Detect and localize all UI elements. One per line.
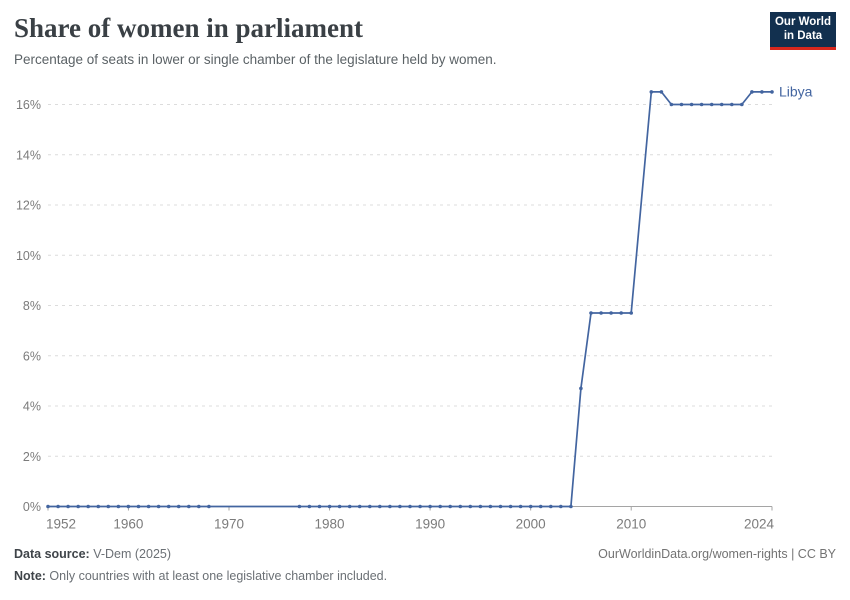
data-point[interactable] [458, 504, 463, 509]
x-axis-tick-label: 2024 [744, 517, 775, 532]
data-point[interactable] [609, 311, 613, 315]
data-point[interactable] [408, 504, 412, 509]
y-axis-tick-label: 2% [23, 450, 41, 464]
data-source-label: Data source: [14, 547, 90, 561]
attribution-link[interactable]: OurWorldinData.org/women-rights | CC BY [598, 547, 836, 561]
data-point[interactable] [156, 504, 161, 509]
data-point[interactable] [126, 504, 131, 509]
data-point[interactable] [317, 504, 322, 509]
note-label: Note: [14, 569, 46, 583]
x-axis-tick-label: 1980 [315, 517, 345, 532]
owid-logo-line1: Our World [774, 16, 831, 28]
data-point[interactable] [166, 504, 171, 509]
data-point[interactable] [760, 90, 764, 94]
note-value: Only countries with at least one legisla… [45, 569, 388, 583]
page-title: Share of women in parliament [14, 13, 363, 43]
data-source-line: Data source: V-Dem (2025) [14, 547, 387, 561]
data-point[interactable] [740, 102, 744, 107]
y-axis-tick-label: 0% [23, 500, 41, 514]
chart-footer: Data source: V-Dem (2025) Note: Only cou… [14, 547, 387, 591]
x-axis-tick-label: 1952 [46, 517, 76, 532]
data-point[interactable] [579, 386, 583, 391]
data-point[interactable] [86, 504, 90, 509]
data-point[interactable] [46, 504, 50, 509]
data-point[interactable] [669, 102, 674, 107]
data-point[interactable] [508, 504, 513, 509]
data-point[interactable] [689, 102, 694, 107]
x-axis-tick-label: 1970 [214, 517, 244, 532]
owid-logo-line2: in Data [783, 29, 823, 42]
note-line: Note: Only countries with at least one l… [14, 569, 387, 583]
x-axis-tick-label: 1960 [113, 517, 143, 532]
y-axis-tick-label: 6% [23, 349, 41, 363]
data-point[interactable] [418, 504, 422, 509]
data-point[interactable] [76, 504, 80, 509]
data-point[interactable] [699, 102, 704, 107]
data-point[interactable] [388, 504, 392, 509]
data-point[interactable] [589, 311, 593, 315]
data-point[interactable] [96, 504, 101, 509]
y-axis-tick-label: 14% [16, 148, 41, 162]
y-axis-tick-label: 4% [23, 400, 41, 414]
data-point[interactable] [438, 504, 443, 509]
data-point[interactable] [709, 102, 714, 107]
data-point[interactable] [428, 504, 432, 509]
data-point[interactable] [538, 504, 543, 509]
data-point[interactable] [357, 504, 362, 509]
data-point[interactable] [468, 504, 473, 509]
data-point[interactable] [629, 311, 633, 315]
data-point[interactable] [649, 90, 654, 94]
data-point[interactable] [559, 504, 563, 509]
data-point[interactable] [679, 102, 684, 107]
data-point[interactable] [478, 504, 483, 509]
data-point[interactable] [337, 504, 342, 509]
x-axis-tick-label: 2000 [516, 517, 546, 532]
data-point[interactable] [207, 504, 211, 509]
data-point[interactable] [56, 504, 60, 509]
data-point[interactable] [116, 504, 121, 509]
data-point[interactable] [448, 504, 453, 509]
y-axis-tick-label: 10% [16, 249, 41, 263]
data-point[interactable] [187, 504, 191, 509]
chart-subtitle: Percentage of seats in lower or single c… [14, 52, 497, 67]
data-point[interactable] [659, 90, 664, 94]
data-source-value: V-Dem (2025) [89, 547, 172, 561]
data-point[interactable] [66, 504, 70, 509]
owid-logo: Our World in Data [770, 12, 836, 50]
data-point[interactable] [549, 504, 553, 509]
data-point[interactable] [528, 504, 533, 509]
data-point[interactable] [518, 504, 523, 509]
data-point[interactable] [176, 504, 181, 509]
data-point[interactable] [719, 102, 724, 107]
data-point[interactable] [146, 504, 151, 509]
data-point[interactable] [770, 90, 774, 94]
data-point[interactable] [368, 504, 372, 509]
data-point[interactable] [599, 311, 603, 315]
data-point[interactable] [106, 504, 111, 509]
y-axis-tick-label: 8% [23, 299, 41, 313]
data-point[interactable] [378, 504, 382, 509]
data-point[interactable] [398, 504, 402, 509]
series-label[interactable]: Libya [779, 83, 813, 99]
data-point[interactable] [327, 504, 332, 509]
series-line [48, 91, 772, 508]
data-point[interactable] [619, 311, 623, 315]
y-axis-tick-label: 12% [16, 199, 41, 213]
data-point[interactable] [297, 504, 302, 509]
x-axis-tick-label: 2010 [616, 517, 646, 532]
data-point[interactable] [730, 102, 734, 107]
x-axis-tick-label: 1990 [415, 517, 445, 532]
data-point[interactable] [498, 504, 503, 509]
data-point[interactable] [197, 504, 201, 509]
data-point[interactable] [347, 504, 352, 509]
data-point[interactable] [488, 504, 493, 509]
data-point[interactable] [750, 90, 754, 94]
y-axis-tick-label: 16% [16, 98, 41, 112]
data-point[interactable] [136, 504, 141, 509]
data-point[interactable] [569, 504, 573, 509]
data-point[interactable] [307, 504, 312, 509]
